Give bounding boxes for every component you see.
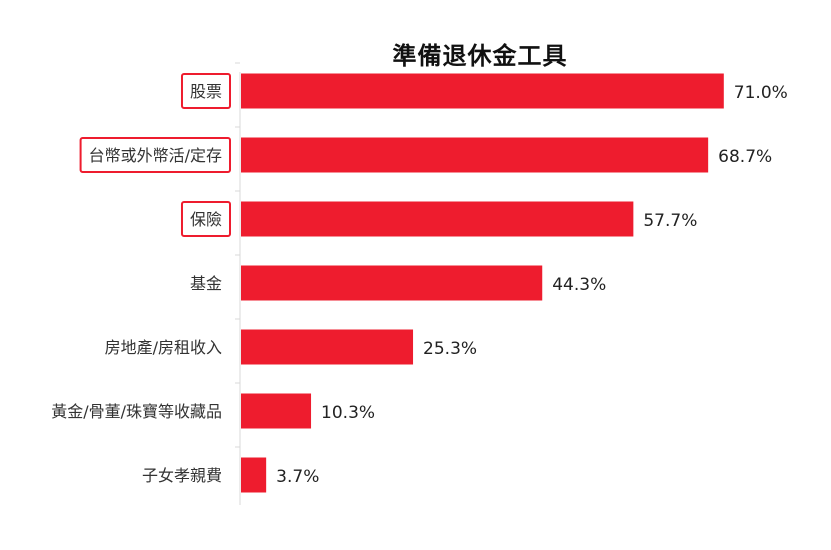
category-highlight-box [180,201,231,237]
category-highlight-box [180,73,231,109]
category-label: 台幣或外幣活/定存 [89,146,222,165]
category-label: 基金 [190,274,222,293]
bar-7 [241,457,267,493]
category-highlight-box [79,137,231,173]
category-label: 保險 [190,210,222,229]
bar-4 [241,265,543,301]
category-label: 股票 [190,82,222,101]
category-label: 黃金/骨董/珠寶等收藏品 [51,402,222,421]
value-label: 25.3% [423,339,477,359]
value-label: 68.7% [718,147,772,167]
category-label: 房地產/房租收入 [105,338,222,357]
category-label: 子女孝親費 [142,466,222,485]
value-label: 10.3% [321,403,375,423]
value-label: 71.0% [734,83,788,103]
bar-5 [241,329,414,365]
value-label: 57.7% [643,211,697,231]
bar-3 [241,201,634,237]
bar-6 [241,393,312,429]
value-label: 44.3% [552,275,606,295]
chart-title: 準備退休金工具 [392,42,568,70]
bar-1 [241,73,724,109]
bar-2 [241,137,709,173]
value-label: 3.7% [276,467,319,487]
